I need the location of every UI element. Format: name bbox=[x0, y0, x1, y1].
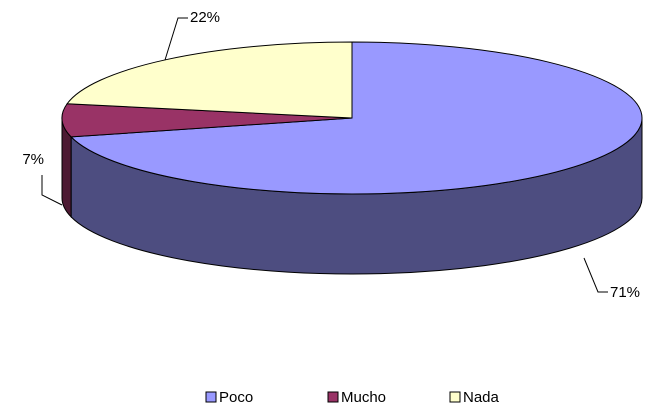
data-label: 22% bbox=[190, 9, 220, 26]
legend-swatch bbox=[327, 391, 339, 403]
data-label: 71% bbox=[610, 284, 640, 301]
legend-label: Mucho bbox=[341, 389, 386, 406]
slice bbox=[61, 103, 353, 138]
legend-label: Poco bbox=[219, 389, 253, 406]
leader-line bbox=[164, 17, 188, 61]
leader-line bbox=[41, 175, 63, 206]
leader-line bbox=[583, 257, 608, 293]
legend-swatch bbox=[205, 391, 217, 403]
legend-swatch bbox=[449, 391, 461, 403]
slice bbox=[66, 41, 353, 119]
legend-label: Nada bbox=[463, 389, 500, 406]
data-label: 7% bbox=[22, 151, 44, 168]
slice bbox=[69, 41, 643, 195]
